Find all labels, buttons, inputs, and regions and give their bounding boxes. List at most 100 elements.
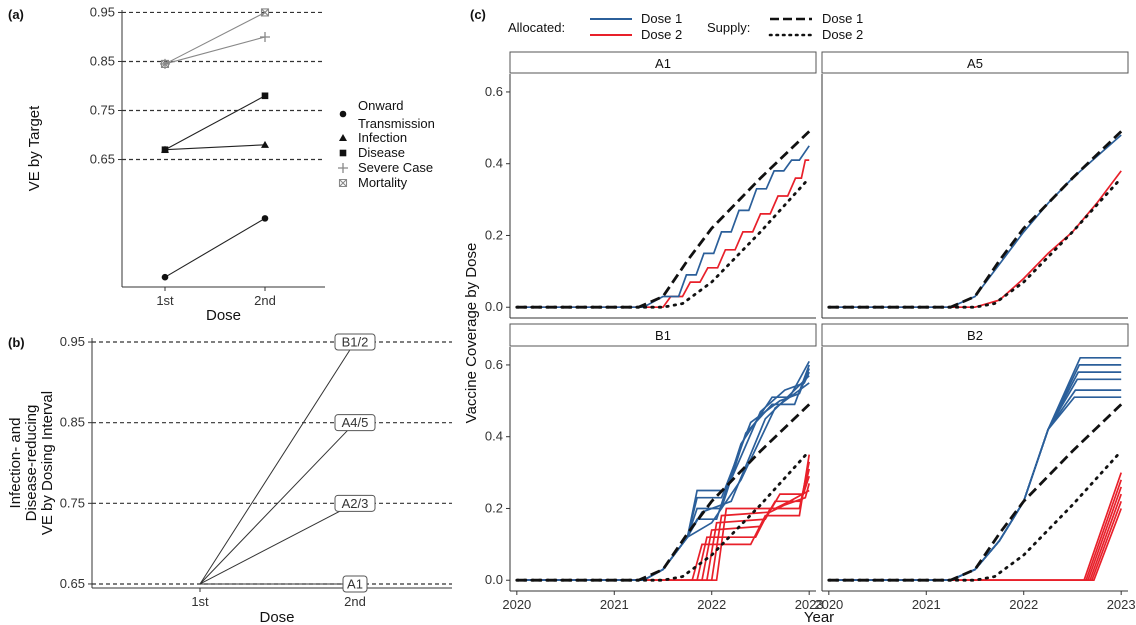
y-axis-label: Disease-reducing <box>23 405 40 522</box>
legend-key <box>339 149 347 157</box>
y-tick-label: 0.75 <box>90 103 115 118</box>
data-point <box>161 146 169 154</box>
legend-key <box>339 110 347 118</box>
y-tick-label: 0.6 <box>485 357 503 372</box>
legend-label: Dose 1 <box>822 11 863 26</box>
y-axis-label: Infection- and <box>7 418 24 509</box>
legend-label: Transmission <box>358 116 435 131</box>
interval-a1: A1 <box>200 575 368 593</box>
series-line <box>164 144 266 151</box>
series-dose1 <box>828 356 1122 582</box>
y-tick-label: 0.2 <box>485 500 503 515</box>
series-line <box>164 217 266 278</box>
facet-title: B1 <box>655 328 671 343</box>
interval-b1-2: B1/2 <box>199 333 376 585</box>
x-tick-label: 1st <box>156 293 174 308</box>
x-tick-label: 2022 <box>697 597 726 612</box>
supply-dose1 <box>516 403 811 582</box>
panel-label: (a) <box>8 7 24 22</box>
series-dose2 <box>516 159 810 309</box>
series-dose1 <box>516 368 810 582</box>
series-line <box>164 36 266 65</box>
legend-label: Severe Case <box>358 160 433 175</box>
supply-dose1 <box>828 403 1123 582</box>
data-point <box>160 59 170 68</box>
series-dose2 <box>516 483 811 582</box>
x-tick-label: 2022 <box>1009 597 1038 612</box>
x-tick-label: 2nd <box>254 293 276 308</box>
series-line <box>164 95 266 151</box>
series-onward-transmission <box>161 215 269 281</box>
x-tick-label: 2020 <box>814 597 843 612</box>
x-tick-label: 2023 <box>795 597 824 612</box>
legend-label: Dose 1 <box>641 11 682 26</box>
interval-label-box <box>342 575 368 593</box>
legend-key <box>338 163 348 173</box>
series-dose1 <box>828 389 1122 582</box>
interval-label: A2/3 <box>342 496 369 511</box>
series-dose2 <box>828 472 1123 582</box>
data-point <box>261 92 269 100</box>
interval-label-box <box>334 494 376 512</box>
x-tick-label: 2021 <box>600 597 629 612</box>
series-severe-case <box>160 31 270 69</box>
panel-b: (b) 0.65 0.75 0.85 0.95 1st 2nd Dose Infection- … <box>7 333 452 625</box>
y-tick-label: 0.85 <box>90 53 115 68</box>
series-dose2 <box>516 468 811 582</box>
supply-dose1 <box>828 130 1123 309</box>
facet-title: B2 <box>967 328 983 343</box>
interval-line <box>199 422 356 585</box>
series-dose2 <box>516 461 811 582</box>
facet-strip <box>509 323 817 347</box>
y-tick-label: 0.2 <box>485 227 503 242</box>
interval-a4-5: A4/5 <box>199 414 376 585</box>
interval-label-box <box>334 333 376 351</box>
series-dose1 <box>516 382 810 582</box>
y-tick-label: 0.4 <box>485 156 503 171</box>
series-dose2 <box>828 479 1123 582</box>
x-axis-label: Dose <box>259 609 294 625</box>
data-point <box>261 140 269 148</box>
data-point <box>161 273 169 281</box>
x-tick-label: 1st <box>191 594 209 609</box>
facet-b1: B1 0.0 0.2 0.4 0.6 2020 2021 2022 2023 <box>485 323 824 612</box>
x-axis-label: Year <box>804 609 834 625</box>
series-dose2 <box>828 170 1122 309</box>
data-point <box>260 31 270 42</box>
y-axis-label: Vaccine Coverage by Dose <box>463 243 480 424</box>
series-dose1 <box>828 371 1122 582</box>
panel-label: (c) <box>470 7 486 22</box>
facet-title: A1 <box>655 56 671 71</box>
series-dose1 <box>828 396 1122 582</box>
x-tick-label: 2020 <box>502 597 531 612</box>
legend-label: Mortality <box>358 175 408 190</box>
interval-label-box <box>334 414 376 432</box>
y-axis-label: VE by Dosing Interval <box>39 391 56 535</box>
legend-title-allocated: Allocated: <box>508 20 565 35</box>
facet-a5: A5 <box>821 51 1129 319</box>
x-tick-label: 2nd <box>344 594 366 609</box>
facet-strip <box>821 323 1129 347</box>
y-tick-label: 0.0 <box>485 299 503 314</box>
series-dose1 <box>828 134 1122 309</box>
y-tick-label: 0.85 <box>60 415 85 430</box>
series-line <box>164 11 266 65</box>
facet-strip <box>821 51 1129 74</box>
series-dose2 <box>516 489 810 582</box>
data-point <box>260 8 270 17</box>
supply-dose2 <box>515 176 811 309</box>
facet-b2: B2 2020 2021 2022 2023 <box>814 323 1136 612</box>
series-dose1 <box>828 378 1122 582</box>
x-axis-label: Dose <box>206 307 241 324</box>
series-dose1 <box>516 360 810 582</box>
y-axis-label: VE by Target <box>26 105 43 191</box>
interval-line <box>199 341 356 585</box>
y-tick-label: 0.65 <box>90 152 115 167</box>
legend-label: Dose 2 <box>822 27 863 42</box>
series-dose2 <box>516 475 811 582</box>
supply-dose1 <box>516 130 811 309</box>
series-mortality <box>160 8 270 68</box>
supply-dose2 <box>827 449 1123 582</box>
